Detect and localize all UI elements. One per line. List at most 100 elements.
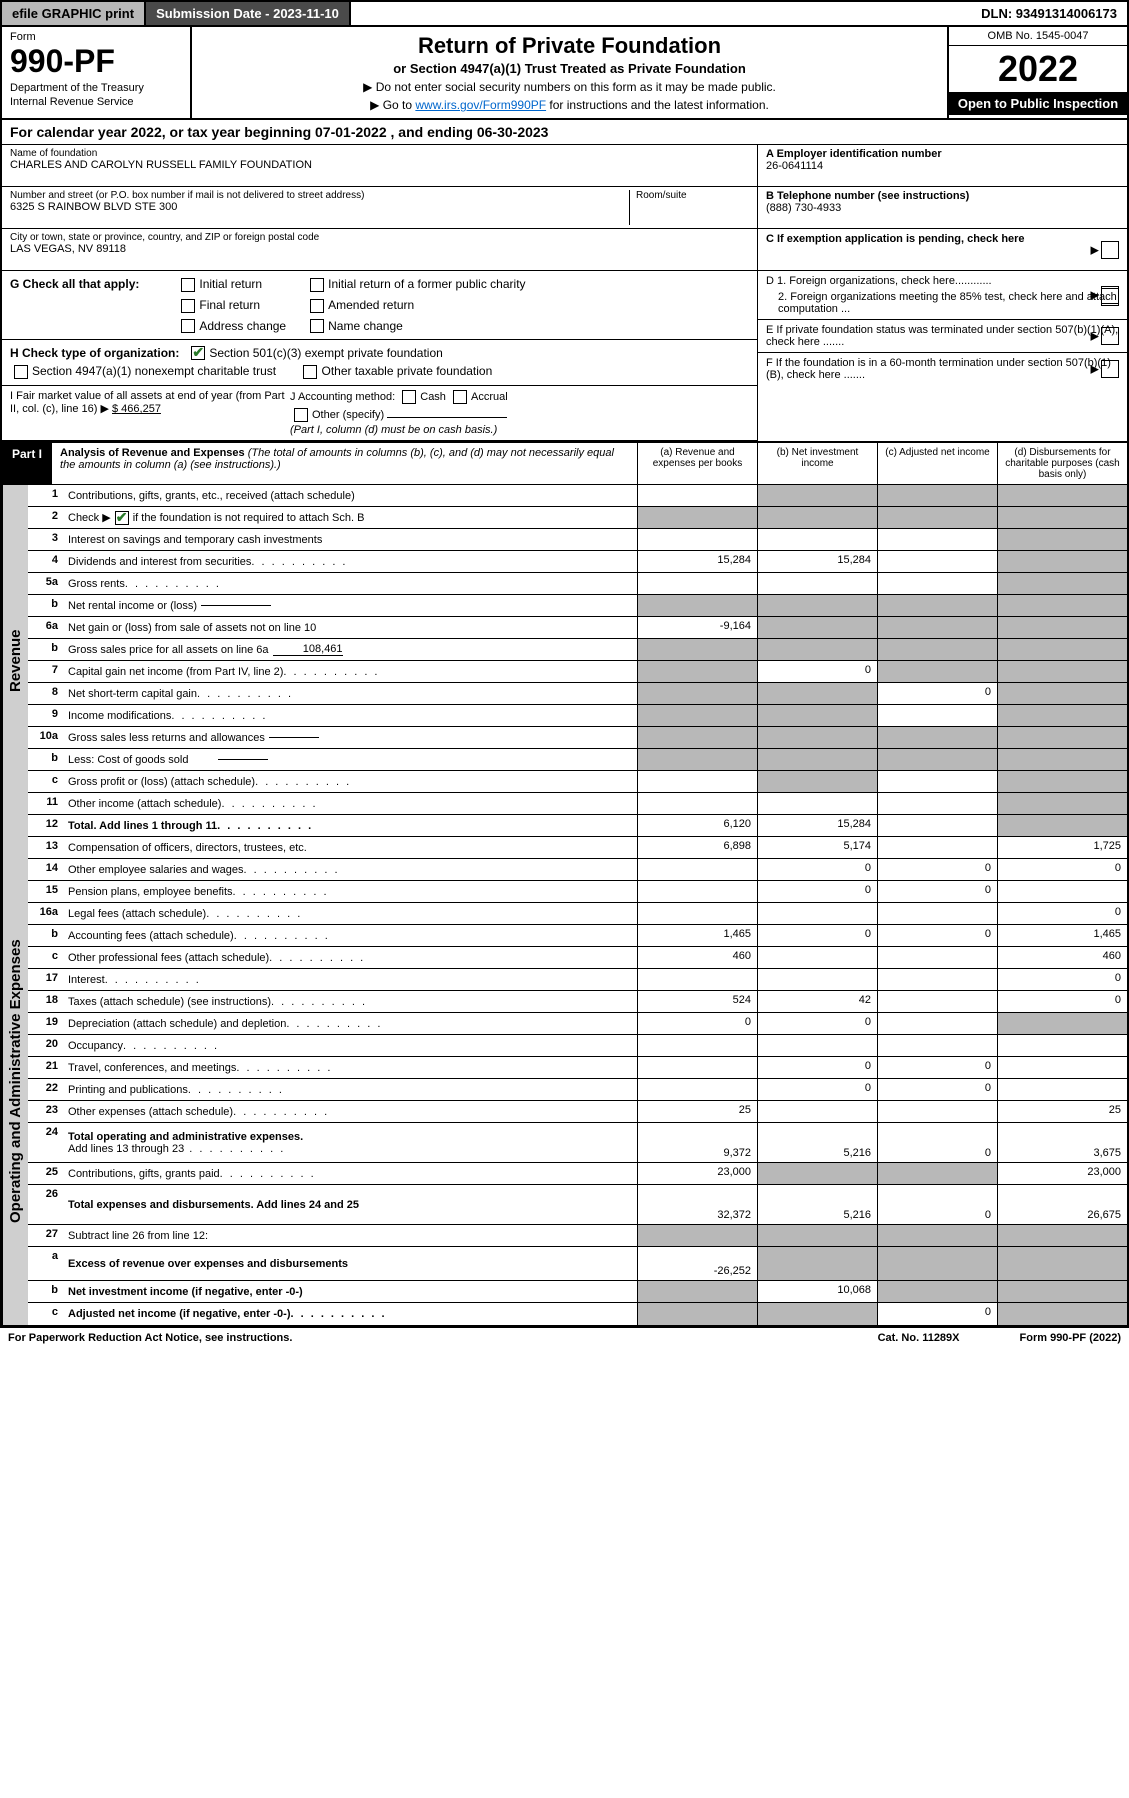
line-24: Total operating and administrative expen…: [64, 1123, 637, 1162]
line-27b: Net investment income (if negative, ente…: [64, 1281, 637, 1302]
initial-return-label: Initial return: [199, 277, 262, 291]
dept-treasury: Department of the Treasury: [10, 82, 182, 94]
line-10b: Less: Cost of goods sold: [64, 749, 637, 770]
instruction-ssn: ▶ Do not enter social security numbers o…: [204, 80, 935, 94]
j-label: J Accounting method:: [290, 391, 395, 403]
e-check[interactable]: [1101, 327, 1119, 345]
line-27: Subtract line 26 from line 12:: [64, 1225, 637, 1246]
line-1: Contributions, gifts, grants, etc., rece…: [64, 485, 637, 506]
line-12: Total. Add lines 1 through 11: [64, 815, 637, 836]
l19-a: 0: [637, 1013, 757, 1034]
other-method-check[interactable]: [294, 408, 308, 422]
efile-print-btn[interactable]: efile GRAPHIC print: [2, 2, 146, 25]
l25-a: 23,000: [637, 1163, 757, 1184]
instruction-link: ▶ Go to www.irs.gov/Form990PF for instru…: [204, 98, 935, 112]
footer-left: For Paperwork Reduction Act Notice, see …: [8, 1332, 292, 1344]
line-23: Other expenses (attach schedule): [64, 1101, 637, 1122]
arrow-icon: ▶: [1091, 243, 1099, 256]
l24-b: 5,216: [757, 1123, 877, 1162]
final-return-check[interactable]: [181, 299, 195, 313]
line-27a: Excess of revenue over expenses and disb…: [64, 1247, 637, 1280]
other-taxable-check[interactable]: [303, 365, 317, 379]
cash-check[interactable]: [402, 390, 416, 404]
g-checks: G Check all that apply: Initial return F…: [2, 271, 757, 340]
f-check[interactable]: [1101, 360, 1119, 378]
l19-b: 0: [757, 1013, 877, 1034]
l22-b: 0: [757, 1079, 877, 1100]
city-label: City or town, state or province, country…: [10, 232, 749, 243]
l12-a: 6,120: [637, 815, 757, 836]
line-19: Depreciation (attach schedule) and deple…: [64, 1013, 637, 1034]
l16b-d: 1,465: [997, 925, 1127, 946]
line-10c: Gross profit or (loss) (attach schedule): [64, 771, 637, 792]
line-27c: Adjusted net income (if negative, enter …: [64, 1303, 637, 1325]
c-check[interactable]: [1101, 241, 1119, 259]
topbar: efile GRAPHIC print Submission Date - 20…: [0, 0, 1129, 27]
col-a-header: (a) Revenue and expenses per books: [637, 443, 757, 484]
l18-a: 524: [637, 991, 757, 1012]
footer-right: Form 990-PF (2022): [1020, 1332, 1121, 1344]
form-title: Return of Private Foundation: [204, 33, 935, 59]
line-21: Travel, conferences, and meetings: [64, 1057, 637, 1078]
other-method-label: Other (specify): [312, 409, 384, 421]
l13-a: 6,898: [637, 837, 757, 858]
l16c-a: 460: [637, 947, 757, 968]
l26-d: 26,675: [997, 1185, 1127, 1224]
line-14: Other employee salaries and wages: [64, 859, 637, 880]
l17-d: 0: [997, 969, 1127, 990]
4947-check[interactable]: [14, 365, 28, 379]
part1-header-row: Part I Analysis of Revenue and Expenses …: [0, 443, 1129, 485]
4947-label: Section 4947(a)(1) nonexempt charitable …: [32, 364, 276, 378]
line-2: Check ▶ if the foundation is not require…: [64, 507, 637, 528]
line-8: Net short-term capital gain: [64, 683, 637, 704]
col-d-header: (d) Disbursements for charitable purpose…: [997, 443, 1127, 484]
revenue-section: Revenue 1Contributions, gifts, grants, e…: [0, 485, 1129, 837]
line-7: Capital gain net income (from Part IV, l…: [64, 661, 637, 682]
l18-d: 0: [997, 991, 1127, 1012]
l13-d: 1,725: [997, 837, 1127, 858]
dept-irs: Internal Revenue Service: [10, 96, 182, 108]
form-subtitle: or Section 4947(a)(1) Trust Treated as P…: [204, 61, 935, 76]
initial-return-check[interactable]: [181, 278, 195, 292]
amended-return-check[interactable]: [310, 299, 324, 313]
form-url-link[interactable]: www.irs.gov/Form990PF: [415, 98, 546, 112]
col-b-header: (b) Net investment income: [757, 443, 877, 484]
l4-b: 15,284: [757, 551, 877, 572]
initial-former-label: Initial return of a former public charit…: [328, 277, 525, 291]
line-11: Other income (attach schedule): [64, 793, 637, 814]
l16b-a: 1,465: [637, 925, 757, 946]
accrual-check[interactable]: [453, 390, 467, 404]
submission-date: Submission Date - 2023-11-10: [146, 2, 351, 25]
l27c-c: 0: [877, 1303, 997, 1325]
l18-b: 42: [757, 991, 877, 1012]
501c3-check[interactable]: [191, 346, 205, 360]
inst-post: for instructions and the latest informat…: [546, 98, 769, 112]
other-taxable-label: Other taxable private foundation: [321, 364, 492, 378]
arrow-icon: ▶: [1091, 289, 1099, 302]
form-label: Form: [10, 31, 182, 43]
d2-check[interactable]: [1101, 288, 1119, 306]
final-return-label: Final return: [199, 298, 260, 312]
part1-title: Analysis of Revenue and Expenses: [60, 447, 245, 459]
calendar-year-line: For calendar year 2022, or tax year begi…: [0, 120, 1129, 145]
address-change-check[interactable]: [181, 319, 195, 333]
line-17: Interest: [64, 969, 637, 990]
accrual-label: Accrual: [471, 391, 508, 403]
line-25: Contributions, gifts, grants paid: [64, 1163, 637, 1184]
form-header: Form 990-PF Department of the Treasury I…: [0, 27, 1129, 120]
schb-check[interactable]: [115, 511, 129, 525]
initial-former-check[interactable]: [310, 278, 324, 292]
info-block: Name of foundation CHARLES AND CAROLYN R…: [0, 145, 1129, 443]
name-change-check[interactable]: [310, 319, 324, 333]
g-label: G Check all that apply:: [10, 277, 139, 291]
part1-label: Part I: [2, 443, 52, 484]
form-number: 990-PF: [10, 43, 182, 80]
foundation-name: CHARLES AND CAROLYN RUSSELL FAMILY FOUND…: [10, 159, 749, 171]
expenses-section: Operating and Administrative Expenses 13…: [0, 837, 1129, 1327]
l7-b: 0: [757, 661, 877, 682]
phone: (888) 730-4933: [766, 202, 1119, 214]
l16b-b: 0: [757, 925, 877, 946]
line-16c: Other professional fees (attach schedule…: [64, 947, 637, 968]
l14-b: 0: [757, 859, 877, 880]
city: LAS VEGAS, NV 89118: [10, 243, 749, 255]
